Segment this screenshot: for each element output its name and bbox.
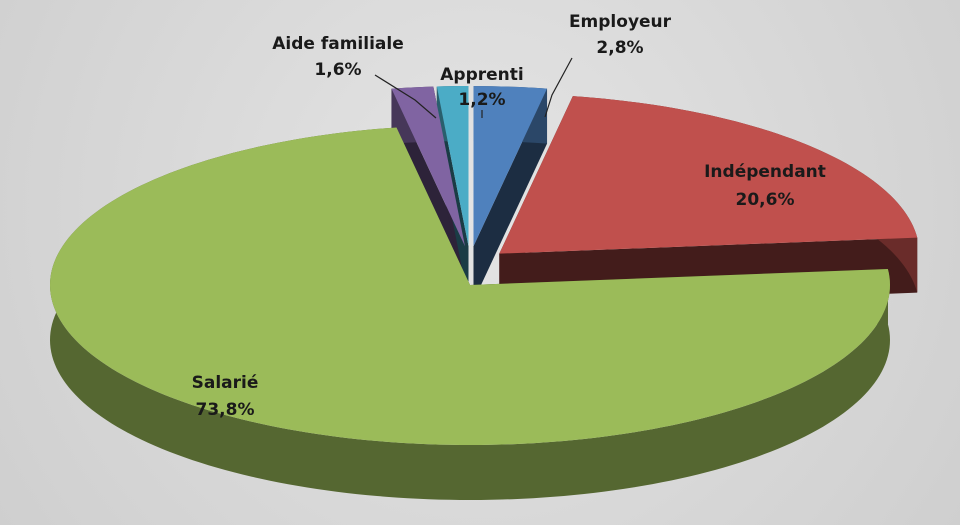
pie-slice bbox=[473, 86, 548, 247]
slice-value-label: 73,8% bbox=[196, 400, 255, 420]
pie-slice bbox=[436, 86, 469, 247]
slice-label: Aide familiale bbox=[272, 34, 404, 54]
leader-line bbox=[374, 74, 437, 119]
pie-slice bbox=[391, 86, 465, 247]
slice-label: Employeur bbox=[569, 12, 672, 32]
slice-value-label: 20,6% bbox=[736, 190, 795, 210]
slice-label: Salarié bbox=[192, 373, 259, 393]
slice-value-label: 2,8% bbox=[596, 38, 643, 58]
slice-label: Apprenti bbox=[440, 65, 523, 85]
pie-slice bbox=[50, 127, 890, 445]
slice-value-label: 1,2% bbox=[458, 90, 505, 110]
slice-value-label: 1,6% bbox=[314, 60, 361, 80]
pie bbox=[50, 86, 918, 500]
pie-slice bbox=[499, 96, 918, 254]
slice-label: Indépendant bbox=[704, 162, 826, 182]
leader-line bbox=[544, 57, 573, 118]
